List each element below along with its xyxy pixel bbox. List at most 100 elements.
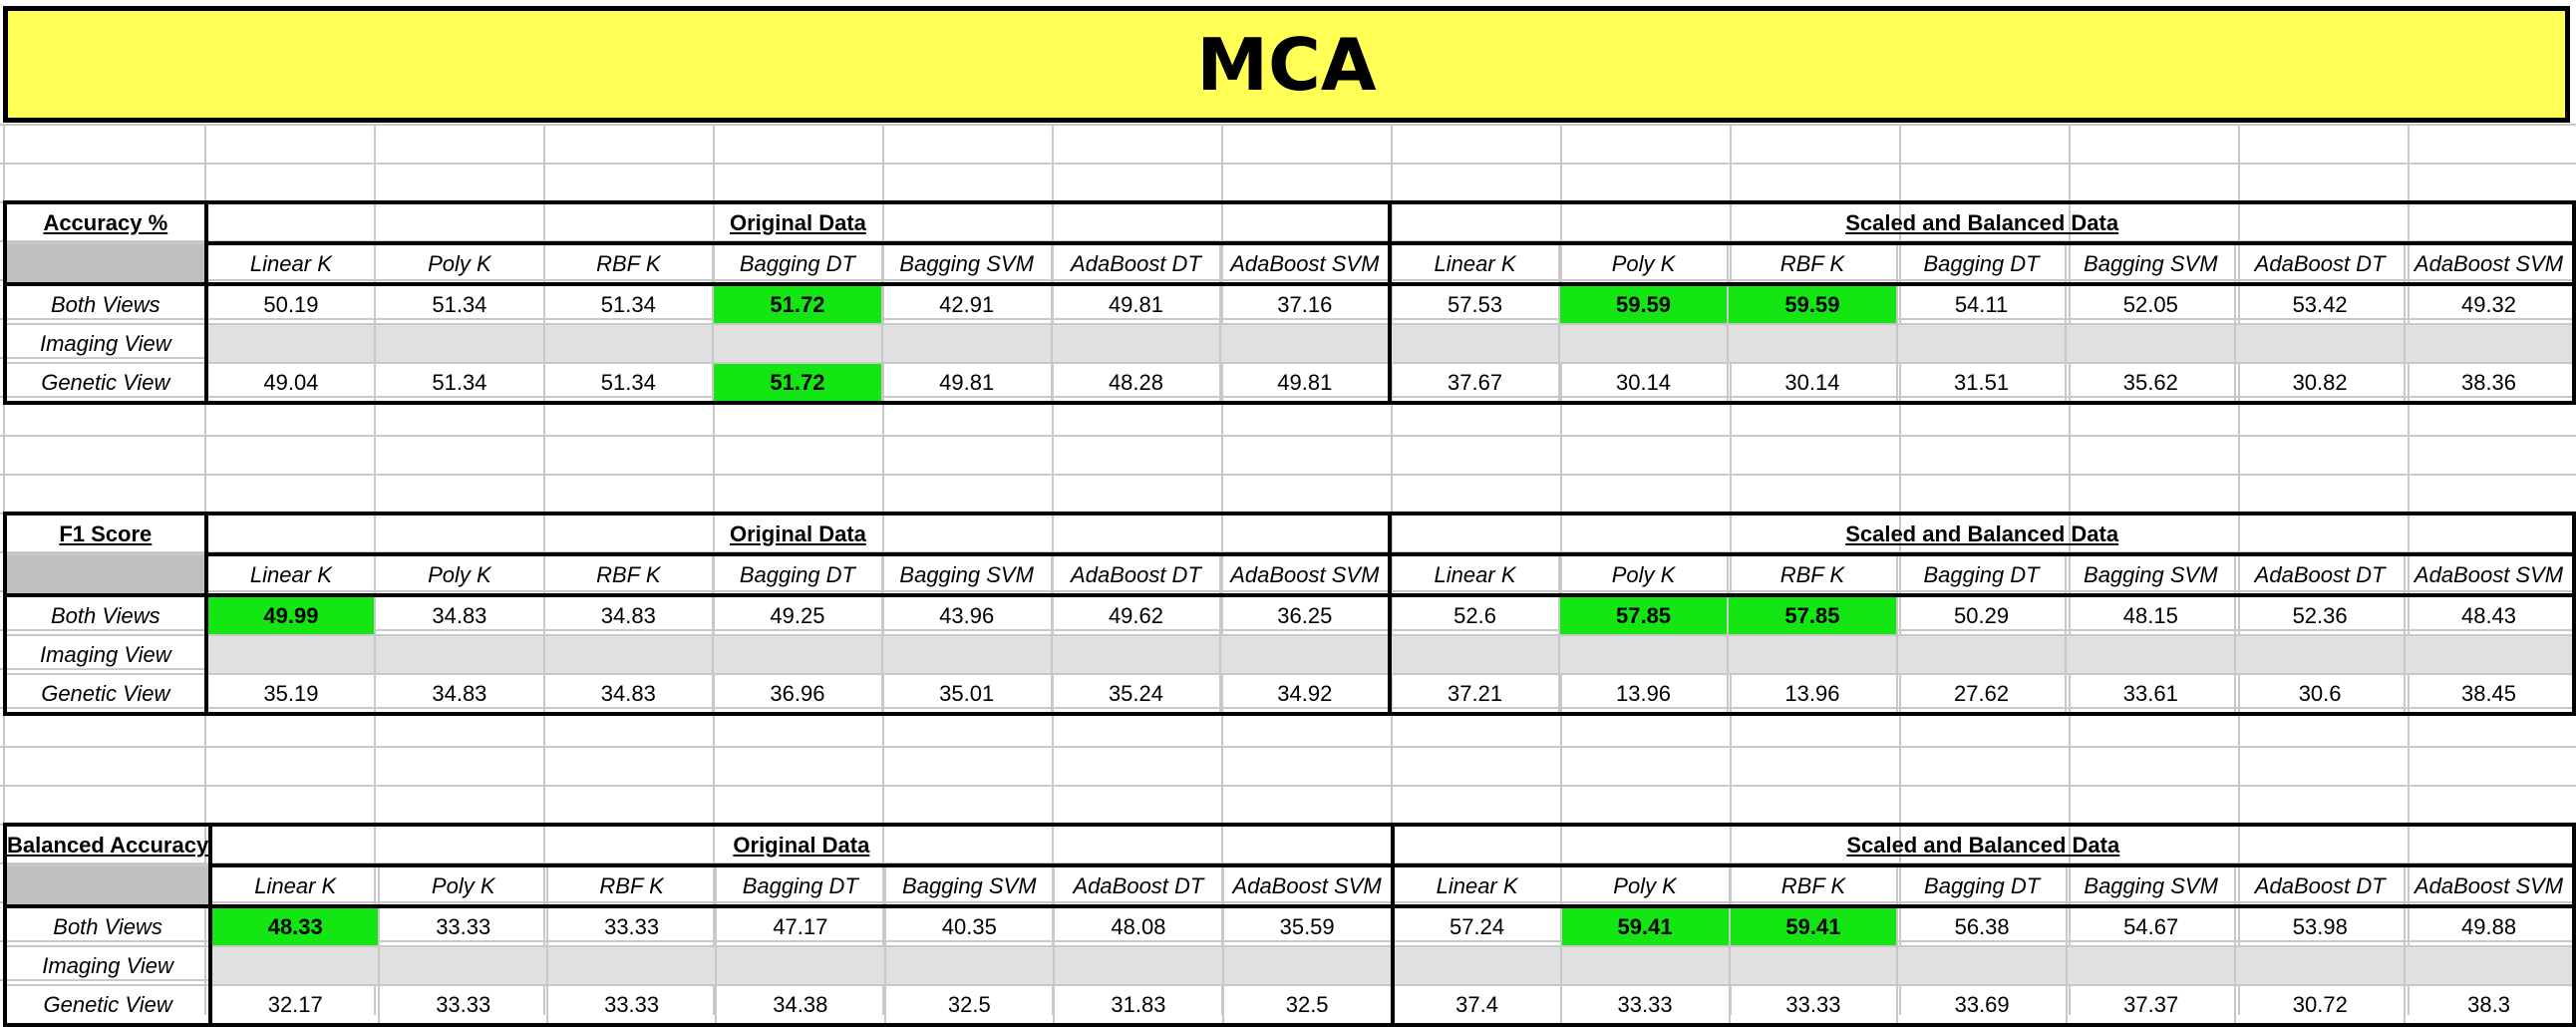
value-cell[interactable]: 48.43 — [2404, 594, 2576, 636]
value-cell[interactable]: 33.33 — [378, 905, 549, 947]
value-cell[interactable] — [2065, 323, 2237, 364]
value-cell[interactable]: 51.34 — [374, 362, 545, 405]
value-cell[interactable]: 35.01 — [880, 673, 1053, 716]
value-cell[interactable] — [2234, 945, 2407, 986]
value-cell[interactable] — [1727, 323, 1898, 364]
value-cell[interactable]: 54.67 — [2065, 905, 2237, 947]
value-cell[interactable]: 38.45 — [2404, 673, 2576, 716]
value-cell[interactable]: 59.41 — [1728, 905, 1899, 947]
value-cell[interactable]: 56.38 — [1896, 905, 2068, 947]
value-cell[interactable]: 35.62 — [2065, 362, 2237, 405]
value-cell[interactable]: 35.19 — [204, 673, 377, 716]
value-cell[interactable] — [2234, 323, 2406, 364]
value-cell[interactable]: 37.37 — [2065, 984, 2237, 1027]
value-cell[interactable]: 32.5 — [883, 984, 1056, 1027]
value-cell[interactable]: 33.33 — [546, 905, 718, 947]
value-cell[interactable] — [542, 634, 715, 675]
value-cell[interactable]: 57.53 — [1388, 283, 1560, 325]
value-cell[interactable]: 51.72 — [712, 283, 883, 325]
value-cell[interactable] — [1050, 634, 1222, 675]
value-cell[interactable] — [880, 634, 1053, 675]
value-cell[interactable]: 37.4 — [1390, 984, 1562, 1027]
value-cell[interactable] — [1219, 323, 1392, 364]
value-cell[interactable]: 48.15 — [2065, 594, 2237, 636]
value-cell[interactable] — [715, 945, 886, 986]
value-cell[interactable]: 33.33 — [1728, 984, 1899, 1027]
value-cell[interactable] — [1728, 945, 1899, 986]
value-cell[interactable] — [2404, 323, 2576, 364]
value-cell[interactable]: 59.59 — [1557, 283, 1730, 325]
value-cell[interactable]: 48.33 — [209, 905, 381, 947]
value-cell[interactable] — [1895, 634, 2068, 675]
value-cell[interactable]: 32.17 — [209, 984, 381, 1027]
value-cell[interactable]: 31.51 — [1895, 362, 2068, 405]
value-cell[interactable]: 30.6 — [2234, 673, 2406, 716]
value-cell[interactable]: 36.25 — [1219, 594, 1392, 636]
value-cell[interactable]: 33.69 — [1896, 984, 2068, 1027]
value-cell[interactable] — [1053, 945, 1224, 986]
value-cell[interactable]: 48.08 — [1053, 905, 1224, 947]
value-cell[interactable] — [1727, 634, 1898, 675]
value-cell[interactable] — [2065, 634, 2237, 675]
value-cell[interactable] — [1557, 634, 1730, 675]
value-cell[interactable] — [204, 634, 377, 675]
value-cell[interactable]: 49.81 — [1050, 283, 1222, 325]
value-cell[interactable]: 49.99 — [204, 594, 377, 636]
value-cell[interactable] — [1390, 945, 1562, 986]
value-cell[interactable]: 33.33 — [378, 984, 549, 1027]
value-cell[interactable]: 37.16 — [1219, 283, 1392, 325]
value-cell[interactable]: 27.62 — [1895, 673, 2068, 716]
value-cell[interactable] — [1388, 634, 1560, 675]
value-cell[interactable]: 49.04 — [204, 362, 377, 405]
value-cell[interactable]: 52.36 — [2234, 594, 2406, 636]
value-cell[interactable] — [1219, 634, 1392, 675]
value-cell[interactable]: 51.34 — [374, 283, 545, 325]
value-cell[interactable]: 33.33 — [1559, 984, 1731, 1027]
value-cell[interactable]: 47.17 — [715, 905, 886, 947]
value-cell[interactable]: 34.83 — [374, 673, 545, 716]
value-cell[interactable]: 51.34 — [542, 362, 715, 405]
value-cell[interactable]: 34.83 — [374, 594, 545, 636]
value-cell[interactable]: 35.59 — [1221, 905, 1394, 947]
value-cell[interactable]: 57.24 — [1390, 905, 1562, 947]
value-cell[interactable] — [374, 634, 545, 675]
value-cell[interactable]: 53.98 — [2234, 905, 2407, 947]
value-cell[interactable]: 34.83 — [542, 594, 715, 636]
value-cell[interactable] — [2404, 945, 2576, 986]
value-cell[interactable]: 34.83 — [542, 673, 715, 716]
value-cell[interactable]: 34.92 — [1219, 673, 1392, 716]
value-cell[interactable]: 31.83 — [1053, 984, 1224, 1027]
value-cell[interactable]: 59.41 — [1559, 905, 1731, 947]
value-cell[interactable] — [378, 945, 549, 986]
value-cell[interactable] — [542, 323, 715, 364]
value-cell[interactable]: 33.33 — [546, 984, 718, 1027]
value-cell[interactable]: 49.62 — [1050, 594, 1222, 636]
value-cell[interactable]: 52.6 — [1388, 594, 1560, 636]
value-cell[interactable]: 36.96 — [712, 673, 883, 716]
value-cell[interactable]: 49.81 — [1219, 362, 1392, 405]
value-cell[interactable]: 30.14 — [1727, 362, 1898, 405]
value-cell[interactable]: 52.05 — [2065, 283, 2237, 325]
value-cell[interactable]: 34.38 — [715, 984, 886, 1027]
value-cell[interactable] — [1050, 323, 1222, 364]
value-cell[interactable] — [880, 323, 1053, 364]
value-cell[interactable]: 35.24 — [1050, 673, 1222, 716]
value-cell[interactable]: 54.11 — [1895, 283, 2068, 325]
value-cell[interactable] — [2404, 634, 2576, 675]
value-cell[interactable]: 38.36 — [2404, 362, 2576, 405]
value-cell[interactable] — [1557, 323, 1730, 364]
value-cell[interactable]: 43.96 — [880, 594, 1053, 636]
value-cell[interactable]: 30.82 — [2234, 362, 2406, 405]
value-cell[interactable]: 50.29 — [1895, 594, 2068, 636]
value-cell[interactable] — [2234, 634, 2406, 675]
value-cell[interactable] — [1895, 323, 2068, 364]
value-cell[interactable]: 49.25 — [712, 594, 883, 636]
value-cell[interactable]: 38.3 — [2404, 984, 2576, 1027]
value-cell[interactable] — [1559, 945, 1731, 986]
value-cell[interactable]: 40.35 — [883, 905, 1056, 947]
value-cell[interactable] — [712, 634, 883, 675]
value-cell[interactable]: 33.61 — [2065, 673, 2237, 716]
value-cell[interactable] — [374, 323, 545, 364]
value-cell[interactable] — [883, 945, 1056, 986]
value-cell[interactable] — [1388, 323, 1560, 364]
